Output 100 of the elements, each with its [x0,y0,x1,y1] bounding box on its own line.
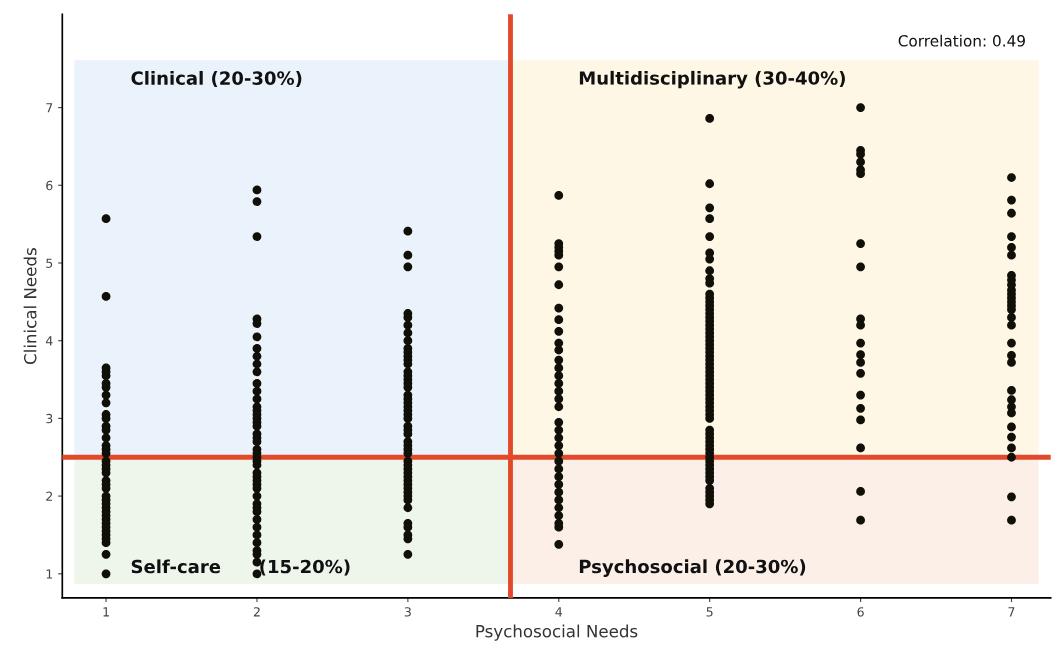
point [252,515,262,524]
point [554,441,564,450]
y-axis-title: Clinical Needs [23,248,37,364]
annotation: Multidisciplinary (30-40%) [579,70,845,89]
point [252,332,262,342]
point [554,495,564,505]
point [856,487,865,496]
point [554,379,564,388]
point [101,390,111,400]
annotation: Correlation: 0.49 [898,34,1025,47]
x-tick-label: 1 [103,607,109,617]
point [856,390,865,400]
y-tick-label: 7 [46,103,53,113]
point [554,480,564,489]
point [554,487,564,497]
point [252,232,262,241]
point [554,503,564,513]
point [252,394,262,404]
point [856,415,865,425]
point [252,530,262,540]
point [554,417,564,427]
point [554,326,564,336]
point [856,443,865,453]
x-tick-label: 7 [1008,607,1015,617]
point [101,214,111,224]
y-tick-label: 2 [46,491,53,501]
x-tick-label: 3 [404,607,411,617]
point [1007,432,1016,442]
x-tick-label: 2 [253,607,260,617]
point [252,367,262,377]
x-axis-title: Psychosocial Needs [476,624,638,641]
point [403,503,413,513]
x-tick-label: 5 [706,607,713,617]
point [101,569,111,579]
point [1007,243,1016,252]
point [403,336,413,346]
point [1007,173,1016,182]
point [856,403,865,413]
point [856,103,865,112]
point [554,456,564,466]
point [252,386,262,396]
y-tick-label: 3 [46,413,53,424]
point [554,315,564,325]
point [403,320,413,330]
point [1007,195,1016,205]
point [554,262,564,272]
point [554,280,564,290]
point [554,355,564,365]
point [554,191,564,200]
point [554,433,564,443]
point [554,472,564,482]
point [856,350,865,360]
point [403,250,413,260]
point [554,402,564,412]
point [554,363,564,373]
point [856,368,865,378]
y-tick-label: 4 [45,336,53,346]
point [252,379,262,388]
point [1007,358,1016,367]
point [554,371,564,381]
point [403,328,413,338]
annotation: Clinical (20-30%) [131,70,302,88]
point [252,185,262,195]
annotation: Self-care (15-20%) [131,559,350,576]
point [1007,515,1016,525]
point [856,157,865,167]
point [101,549,111,559]
point [252,197,262,206]
point [1007,312,1016,322]
point [1007,351,1016,360]
point [1007,408,1016,418]
point [856,358,865,367]
point [252,344,262,353]
y-tick-label: 5 [46,258,53,268]
point [856,262,865,272]
point [1007,320,1016,330]
point [554,303,564,313]
point [856,515,865,525]
x-tick-label: 6 [857,607,864,617]
point [403,262,413,272]
point [1007,443,1016,453]
annotation: Psychosocial (20-30%) [579,559,806,577]
point [101,292,111,301]
y-tick-label: 1 [46,569,53,579]
point [554,539,564,549]
point [554,345,564,355]
point [554,511,564,520]
point [1007,232,1016,241]
point [554,425,564,435]
point [1007,452,1016,462]
point [1007,422,1016,432]
point [403,226,413,236]
point [856,239,865,248]
point [1007,492,1016,502]
x-tick-label: 4 [555,607,563,617]
point [554,394,564,404]
point [1007,250,1016,260]
point [252,491,262,501]
point [856,338,865,348]
point [554,464,564,474]
